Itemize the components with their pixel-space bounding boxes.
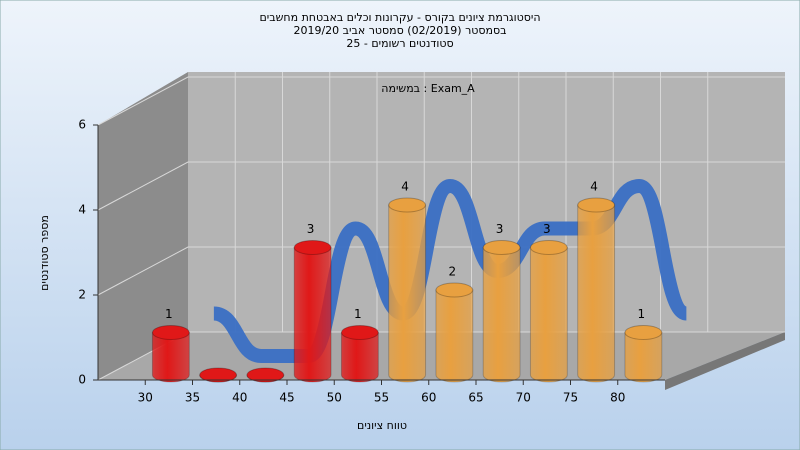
x-axis-label: טווח ציונים <box>357 419 407 432</box>
side-wall <box>98 72 188 380</box>
chart-title: היסטוגרמת ציונים בקורס - עקרונות וכלים ב… <box>260 11 541 24</box>
grid-line <box>97 76 785 126</box>
bar-top <box>293 240 332 255</box>
x-tick-label: 70 <box>516 391 531 405</box>
y-tick-label: 6 <box>78 118 86 132</box>
floor-edge <box>665 332 785 390</box>
x-tick-label: 80 <box>610 391 625 405</box>
bar <box>388 204 427 383</box>
x-tick-label: 65 <box>468 391 483 405</box>
chart-subtitle: סטודנטים רשומים - 25 <box>346 37 453 50</box>
data-label: 3 <box>307 222 315 236</box>
data-label: 1 <box>165 307 173 321</box>
bar <box>577 204 616 383</box>
x-tick-label: 35 <box>185 391 200 405</box>
bar-top <box>246 367 285 383</box>
bar-top <box>435 282 474 298</box>
bar <box>482 247 521 383</box>
bar-top <box>529 240 568 255</box>
bar-top <box>340 325 379 340</box>
x-tick-label: 60 <box>421 391 436 405</box>
data-label: 1 <box>638 307 646 321</box>
x-tick-label: 75 <box>563 391 578 405</box>
data-label: 4 <box>401 180 409 194</box>
data-label: 3 <box>496 222 504 236</box>
bar <box>340 332 379 383</box>
annotation: במשימה : Exam_A <box>381 82 475 95</box>
x-tick-label: 45 <box>279 391 294 405</box>
grid-line <box>97 161 785 211</box>
data-label: 1 <box>354 307 362 321</box>
bar-top <box>151 325 190 340</box>
x-tick-label: 40 <box>232 391 247 405</box>
data-label: 4 <box>590 180 598 194</box>
y-tick-label: 0 <box>78 373 86 387</box>
x-tick-label: 50 <box>327 391 342 405</box>
bar <box>435 289 474 383</box>
bar-top <box>482 240 521 255</box>
y-tick-label: 2 <box>78 288 86 302</box>
x-tick-label: 30 <box>138 391 153 405</box>
chart-subtitle: בסמסטר (02/2019) סמסטר אביב 2019/20 <box>293 24 506 37</box>
y-tick-label: 4 <box>78 203 86 217</box>
bar <box>624 332 663 383</box>
y-axis-label: מספר סטודנטים <box>38 215 51 291</box>
bar-top <box>199 367 238 383</box>
data-label: 3 <box>543 222 551 236</box>
bar-top <box>624 325 663 340</box>
bar-top <box>577 197 616 213</box>
x-tick-label: 55 <box>374 391 389 405</box>
bar <box>293 247 332 383</box>
data-label: 2 <box>449 265 457 279</box>
bar <box>151 332 190 383</box>
bar-top <box>388 197 427 213</box>
bar <box>529 247 568 383</box>
